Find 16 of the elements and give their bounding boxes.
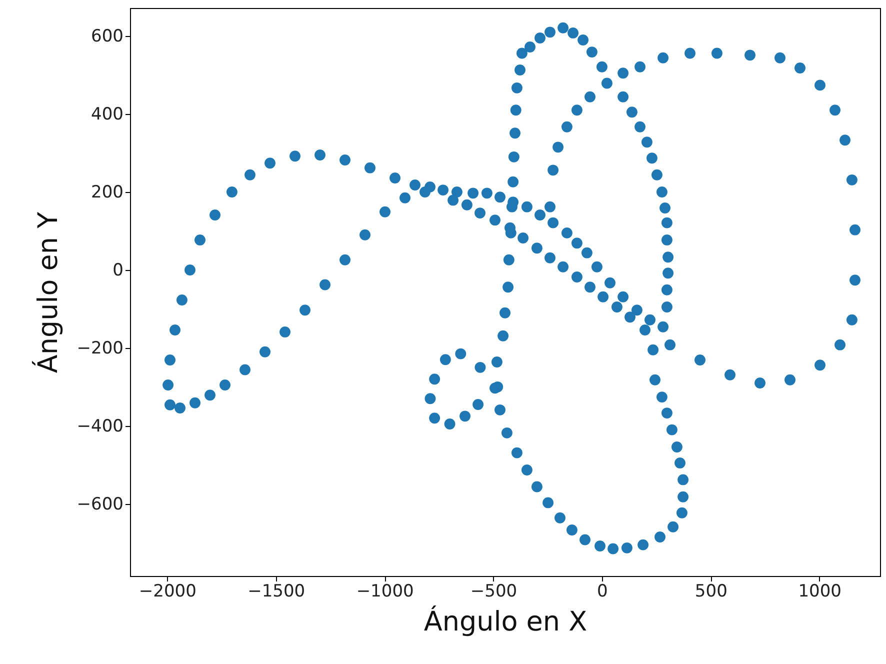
x-tick-label: 1000: [798, 582, 842, 602]
y-tick-label: 0: [112, 260, 124, 280]
x-tick-label: −1500: [248, 582, 306, 602]
y-tick-label: −400: [76, 416, 124, 436]
x-tick-label: 0: [597, 582, 608, 602]
y-tick-label: 400: [91, 104, 124, 125]
y-tick-label: −600: [76, 494, 124, 514]
x-tick-label: −2000: [138, 582, 196, 602]
x-tick-label: 500: [694, 582, 728, 602]
y-tick-label: −200: [76, 338, 124, 358]
x-axis-title: Ángulo en X: [424, 604, 588, 638]
y-tick-label: 600: [91, 26, 124, 47]
x-tick-label: −500: [470, 582, 518, 602]
y-tick-label: 200: [91, 182, 124, 203]
x-tick-label: −1000: [356, 582, 414, 602]
y-axis-title: Ángulo en Y: [30, 211, 64, 374]
